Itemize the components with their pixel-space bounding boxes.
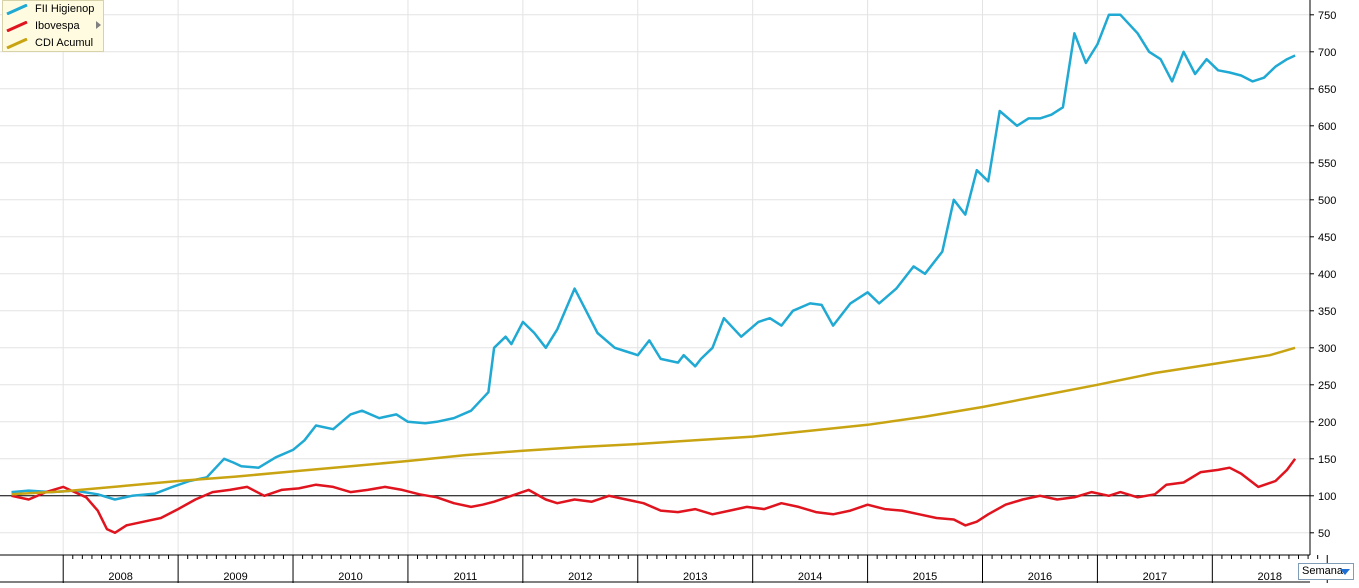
x-tick-label: 2012 <box>568 571 592 583</box>
legend-label: FII Higienop <box>35 3 95 15</box>
legend-item-ibovespa[interactable]: Ibovespa <box>3 18 103 35</box>
period-select[interactable]: Semana <box>1298 563 1354 580</box>
x-tick-label: 2015 <box>913 571 937 583</box>
grid <box>0 0 1310 555</box>
y-tick-label: 350 <box>1318 306 1336 318</box>
y-tick-label: 200 <box>1318 417 1336 429</box>
x-tick-label: 2010 <box>338 571 362 583</box>
y-tick-label: 650 <box>1318 84 1336 96</box>
y-tick-label: 400 <box>1318 269 1336 281</box>
expand-arrow-icon[interactable] <box>96 21 101 29</box>
x-tick-label: 2017 <box>1143 571 1167 583</box>
y-tick-label: 100 <box>1318 491 1336 503</box>
x-tick-label: 2009 <box>223 571 247 583</box>
legend-swatch-icon <box>6 4 28 15</box>
y-tick-label: 750 <box>1318 10 1336 22</box>
x-tick-label: 2011 <box>454 571 478 583</box>
axes: 50 100 150 200 250 300 350 400 450 500 550 600 650 70… <box>0 0 1336 583</box>
series-line-cdi-acumul <box>11 346 1296 496</box>
legend-label: CDI Acumul <box>35 37 94 49</box>
y-tick-label: 550 <box>1318 158 1336 170</box>
x-tick-label: 2008 <box>108 571 132 583</box>
y-tick-label: 250 <box>1318 380 1336 392</box>
y-tick-label: 600 <box>1318 121 1336 133</box>
legend-item-fii-higienop[interactable]: FII Higienop <box>3 1 103 18</box>
x-tick-label: 2013 <box>683 571 707 583</box>
x-tick-label: 2014 <box>798 571 822 583</box>
y-tick-label: 450 <box>1318 232 1336 244</box>
y-tick-label: 300 <box>1318 343 1336 355</box>
y-tick-label: 700 <box>1318 47 1336 59</box>
y-tick-label: 50 <box>1318 528 1330 540</box>
legend-item-cdi-acumul[interactable]: CDI Acumul <box>3 35 103 52</box>
series-line-ibovespa <box>11 458 1297 535</box>
dropdown-arrow-icon[interactable] <box>1340 569 1350 575</box>
series-line-fii-higienop <box>11 13 1296 501</box>
series-lines <box>11 13 1297 535</box>
legend-label: Ibovespa <box>35 20 80 32</box>
x-tick-label: 2018 <box>1258 571 1282 583</box>
chart-legend: FII Higienop Ibovespa CDI Acumul <box>2 0 104 52</box>
x-tick-label: 2016 <box>1028 571 1052 583</box>
legend-swatch-icon <box>6 38 28 49</box>
y-tick-label: 500 <box>1318 195 1336 207</box>
legend-swatch-icon <box>6 21 28 32</box>
y-tick-label: 150 <box>1318 454 1336 466</box>
period-select-label: Semana <box>1302 565 1343 577</box>
